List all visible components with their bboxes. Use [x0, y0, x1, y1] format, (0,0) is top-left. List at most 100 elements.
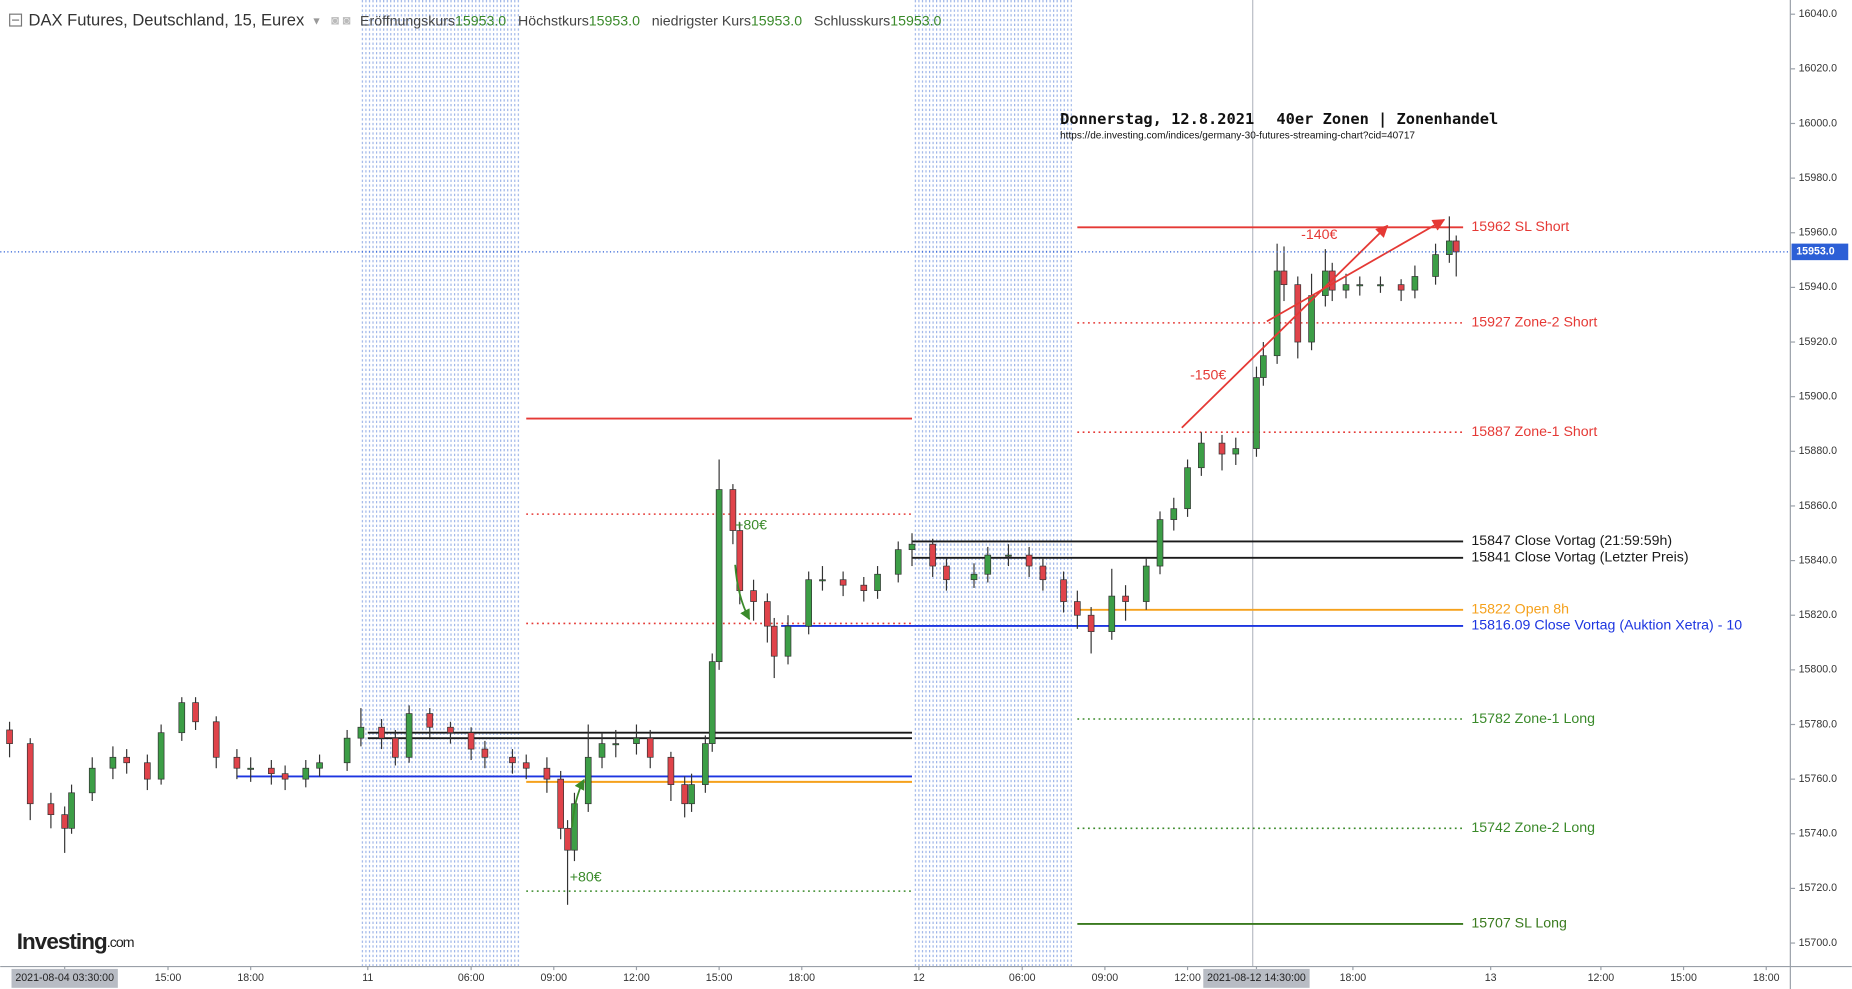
candle-body: [405, 713, 413, 758]
candle-body: [61, 814, 68, 829]
candle-body: [784, 625, 792, 657]
candle-body: [509, 756, 516, 764]
candle-body: [68, 792, 75, 829]
source-url: https://de.investing.com/indices/germany…: [1060, 131, 1415, 142]
x-tick-label: 12:00: [623, 972, 650, 984]
y-tick-label: 16040.0: [1799, 8, 1837, 20]
x-tick-label: 2021-08-04 03:30:00: [15, 972, 114, 984]
candle-body: [908, 543, 916, 551]
x-tick-label: 2021-08-12 14:30:00: [1207, 972, 1306, 984]
candle-body: [1142, 565, 1150, 602]
ohlc-label: Schlusskurs: [814, 13, 890, 29]
settings-icons[interactable]: ◙ ◙: [331, 13, 350, 28]
x-tick-label: 06:00: [1009, 972, 1036, 984]
move-arrow: [571, 778, 585, 828]
ohlc-value: 15953.0: [890, 13, 941, 29]
candle-body: [805, 579, 812, 627]
candle-body: [819, 579, 826, 582]
candle-body: [943, 565, 950, 581]
level-label: 15782 Zone-1 Long: [1471, 711, 1595, 727]
x-tick-label: 11: [362, 972, 373, 984]
overlay: +80€ +80€ -150€ -140€: [570, 227, 1338, 886]
candle-body: [212, 721, 220, 758]
level-label: 15962 SL Short: [1471, 219, 1569, 235]
y-tick-label: 15720.0: [1799, 882, 1837, 894]
candle-body: [1025, 554, 1033, 567]
watermark-suffix: .com: [107, 935, 134, 951]
x-tick-label: 15:00: [706, 972, 733, 984]
candle-body: [1397, 284, 1405, 291]
candle-body: [302, 767, 310, 780]
candle-body: [1342, 284, 1350, 291]
ohlc-value: 15953.0: [589, 13, 640, 29]
collapse-icon[interactable]: [9, 13, 23, 27]
candle-body: [598, 743, 606, 758]
candle-body: [1218, 442, 1226, 455]
candle-body: [1005, 554, 1012, 557]
x-tick-highlight: [1203, 968, 1310, 988]
x-tick-label: 18:00: [237, 972, 264, 984]
candle-body: [1156, 519, 1164, 567]
candle-body: [178, 702, 186, 734]
candle-body: [1280, 270, 1288, 286]
x-tick-label: 12:00: [1174, 972, 1201, 984]
level-label: 15927 Zone-2 Short: [1471, 315, 1597, 331]
watermark: Investing.com: [17, 929, 134, 954]
x-tick-label: 09:00: [540, 972, 567, 984]
last-price-label: 15953.0: [1796, 246, 1834, 258]
annotation: -150€: [1190, 367, 1226, 383]
x-tick-label: 15:00: [1670, 972, 1697, 984]
candle-body: [1074, 601, 1081, 616]
y-tick-label: 16020.0: [1799, 63, 1837, 75]
candle-body: [26, 743, 34, 805]
candle-body: [123, 756, 130, 764]
candle-body: [1411, 276, 1419, 291]
candle-body: [357, 726, 365, 739]
x-tick-label: 12: [913, 972, 925, 984]
dropdown-icon[interactable]: ▼: [311, 15, 322, 27]
candle-body: [1039, 565, 1047, 581]
candle-body: [681, 784, 688, 805]
x-tick-label: 13: [1485, 972, 1497, 984]
candle-body: [1087, 614, 1095, 632]
candle-body: [1184, 467, 1191, 510]
ohlc-label: Eröffnungskurs: [360, 13, 455, 29]
candle-body: [1170, 508, 1178, 520]
y-tick-label: 16000.0: [1799, 117, 1837, 129]
ohlc-header: Eröffnungskurs15953.0 Höchstkurs15953.0 ni…: [360, 13, 941, 29]
candle-body: [392, 737, 399, 758]
candle-body: [1253, 377, 1260, 449]
candle-body: [984, 554, 992, 575]
y-tick-label: 15780.0: [1799, 718, 1837, 730]
y-tick-label: 15800.0: [1799, 664, 1837, 676]
candle-body: [47, 803, 55, 816]
candle-body: [426, 713, 434, 728]
candle-body: [970, 573, 978, 581]
candle-body: [1108, 595, 1116, 632]
candle-body: [1432, 254, 1439, 277]
watermark-brand: Investing: [17, 929, 107, 954]
y-tick-label: 15700.0: [1799, 937, 1837, 949]
level-label: 15816.09 Close Vortag (Auktion Xetra) - …: [1471, 618, 1742, 634]
candle-body: [447, 726, 454, 734]
level-label: 15887 Zone-1 Short: [1471, 424, 1597, 440]
candle-body: [715, 489, 723, 663]
candle-body: [874, 573, 881, 591]
candle-body: [1122, 595, 1129, 602]
candle-body: [1260, 355, 1267, 378]
candle-body: [6, 729, 13, 744]
candle-body: [268, 767, 275, 775]
level-label: 15841 Close Vortag (Letzter Preis): [1471, 550, 1688, 566]
candle-body: [750, 590, 757, 602]
y-tick-label: 15840.0: [1799, 554, 1837, 566]
ohlc-value: 15953.0: [455, 13, 506, 29]
candle-body: [88, 767, 96, 794]
y-tick-label: 15920.0: [1799, 336, 1837, 348]
level-label: 15822 Open 8h: [1471, 602, 1569, 618]
y-tick-label: 15820.0: [1799, 609, 1837, 621]
candle-body: [522, 762, 530, 769]
level-label: 15742 Zone-2 Long: [1471, 820, 1595, 836]
candle-body: [764, 601, 771, 627]
y-tick-label: 15960.0: [1799, 227, 1837, 239]
